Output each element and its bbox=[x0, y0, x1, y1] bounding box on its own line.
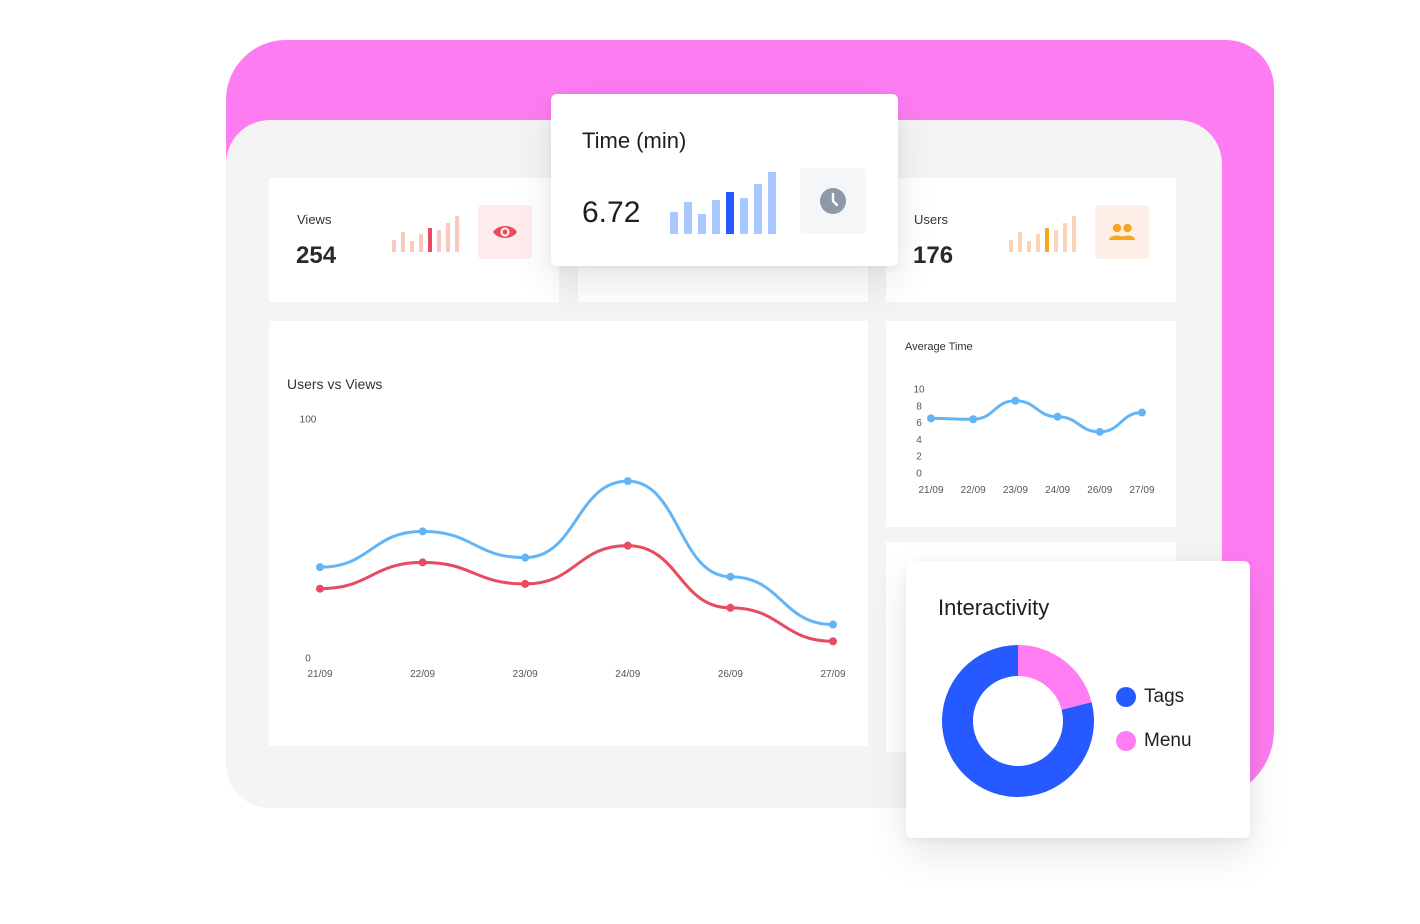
x-tick-label: 22/09 bbox=[961, 485, 986, 496]
y-tick-label: 100 bbox=[300, 415, 317, 426]
interactivity-title: Interactivity bbox=[938, 595, 1050, 620]
mini-bar bbox=[1009, 240, 1013, 252]
mini-bar bbox=[437, 230, 441, 252]
mini-bar bbox=[455, 216, 459, 252]
data-point bbox=[726, 572, 735, 581]
mini-bar bbox=[1045, 228, 1049, 252]
mini-bar bbox=[684, 202, 692, 234]
mini-bar bbox=[1063, 223, 1067, 252]
mini-bar bbox=[670, 212, 678, 234]
x-tick-label: 21/09 bbox=[918, 485, 943, 496]
users-vs-views-card: Users vs Views 100 0 21/09 22/09 23/09 24/09 2… bbox=[269, 321, 868, 746]
mini-bar bbox=[392, 240, 396, 252]
views-mini-bars bbox=[392, 216, 459, 252]
mini-bar bbox=[1018, 232, 1022, 252]
series-line bbox=[319, 544, 834, 643]
legend-item-menu: Menu bbox=[1116, 730, 1192, 752]
time-label: Time (min) bbox=[582, 128, 687, 153]
y-tick-label: 0 bbox=[305, 654, 311, 665]
mini-bar bbox=[740, 198, 748, 234]
data-point bbox=[1011, 396, 1020, 405]
clock-icon bbox=[800, 168, 866, 234]
legend-swatch-tags bbox=[1116, 687, 1136, 707]
mini-bar bbox=[754, 184, 762, 234]
x-tick-label: 26/09 bbox=[718, 669, 743, 680]
legend-label-menu: Menu bbox=[1144, 730, 1192, 751]
views-value: 254 bbox=[296, 242, 337, 269]
users-label: Users bbox=[914, 212, 948, 227]
data-point bbox=[418, 558, 427, 567]
data-point bbox=[316, 584, 324, 593]
y-tick-label: 8 bbox=[916, 401, 922, 412]
time-mini-bars bbox=[670, 172, 776, 234]
x-tick-label: 22/09 bbox=[410, 669, 435, 680]
data-point bbox=[1138, 408, 1146, 417]
mini-bar bbox=[1036, 234, 1040, 252]
x-tick-label: 27/09 bbox=[1129, 485, 1154, 496]
x-tick-label: 23/09 bbox=[1003, 485, 1028, 496]
views-card: Views 254 bbox=[269, 178, 559, 302]
data-point bbox=[1053, 412, 1062, 421]
x-tick-label: 24/09 bbox=[1045, 485, 1070, 496]
mini-bar bbox=[768, 172, 776, 234]
y-tick-label: 2 bbox=[916, 452, 922, 463]
x-tick-label: 27/09 bbox=[820, 669, 845, 680]
legend-swatch-menu bbox=[1116, 731, 1136, 751]
users-card: Users 176 bbox=[886, 178, 1176, 302]
users-vs-views-title: Users vs Views bbox=[287, 376, 383, 392]
y-tick-label: 10 bbox=[913, 385, 925, 396]
data-point bbox=[726, 603, 735, 612]
time-value: 6.72 bbox=[582, 196, 641, 229]
mini-bar bbox=[1027, 241, 1031, 252]
mini-bar bbox=[698, 214, 706, 234]
data-point bbox=[829, 637, 837, 646]
data-point bbox=[969, 415, 978, 424]
time-card: Time (min) 6.72 bbox=[551, 94, 898, 266]
views-label: Views bbox=[297, 212, 332, 227]
mini-bar bbox=[428, 228, 432, 252]
y-tick-label: 6 bbox=[916, 418, 922, 429]
data-point bbox=[316, 563, 324, 572]
mini-bar bbox=[1072, 216, 1076, 252]
y-tick-label: 0 bbox=[916, 469, 922, 480]
mini-bar bbox=[712, 200, 720, 234]
average-time-card: Average Time 10 8 6 4 2 0 21/09 22/09 23/09 24/09… bbox=[886, 321, 1176, 527]
mini-bar bbox=[1054, 230, 1058, 252]
x-tick-label: 23/09 bbox=[513, 669, 538, 680]
legend-label-tags: Tags bbox=[1144, 686, 1185, 707]
donut-slice-menu bbox=[1018, 645, 1092, 710]
data-point bbox=[623, 477, 632, 486]
data-point bbox=[829, 620, 837, 629]
data-point bbox=[927, 414, 935, 423]
mini-bar bbox=[446, 223, 450, 252]
data-point bbox=[521, 579, 530, 588]
mini-bar bbox=[410, 241, 414, 252]
donut-slice-tags bbox=[942, 645, 1094, 797]
data-point bbox=[623, 541, 632, 550]
mini-bar bbox=[419, 234, 423, 252]
data-point bbox=[1095, 427, 1104, 436]
average-time-chart: 10 8 6 4 2 0 21/09 22/09 23/09 24/09 26/09 27/09 bbox=[913, 385, 1155, 497]
mini-bar bbox=[726, 192, 734, 234]
users-mini-bars bbox=[1009, 216, 1076, 252]
interactivity-donut bbox=[942, 645, 1094, 797]
x-tick-label: 26/09 bbox=[1087, 485, 1112, 496]
mini-bar bbox=[401, 232, 405, 252]
x-tick-label: 24/09 bbox=[615, 669, 640, 680]
average-time-title: Average Time bbox=[905, 341, 973, 353]
series-line bbox=[319, 479, 834, 627]
x-tick-label: 21/09 bbox=[307, 669, 332, 680]
data-point bbox=[521, 553, 530, 562]
data-point bbox=[418, 527, 427, 536]
series-line bbox=[930, 399, 1143, 434]
users-icon bbox=[1095, 205, 1149, 259]
users-value: 176 bbox=[913, 242, 954, 269]
y-tick-label: 4 bbox=[916, 435, 922, 446]
users-vs-views-chart: 100 0 21/09 22/09 23/09 24/09 26/09 27/09 bbox=[300, 415, 846, 681]
interactivity-card: Interactivity Tags Menu bbox=[906, 561, 1250, 838]
eye-icon bbox=[478, 205, 532, 259]
legend-item-tags: Tags bbox=[1116, 686, 1184, 708]
